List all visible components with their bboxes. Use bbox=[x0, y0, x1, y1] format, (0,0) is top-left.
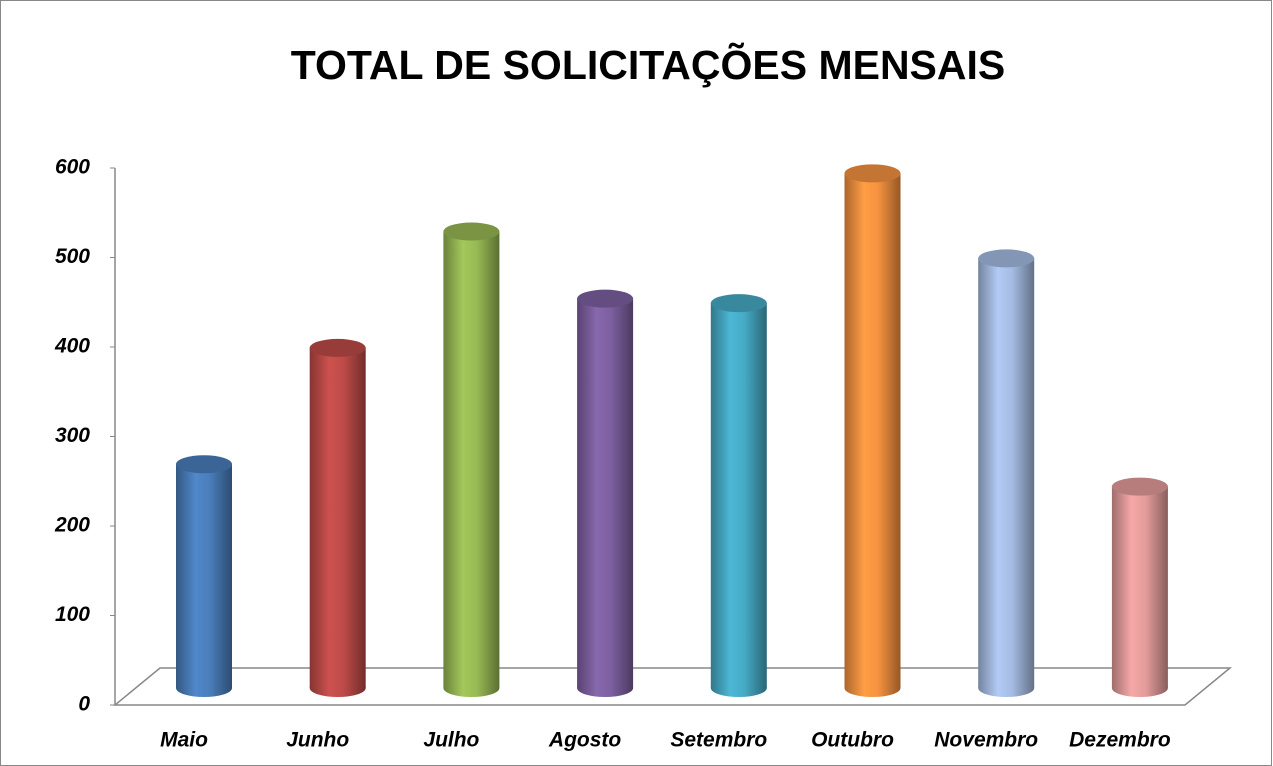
bar bbox=[176, 464, 232, 688]
y-tick-label: 300 bbox=[55, 424, 90, 447]
bar bbox=[978, 258, 1035, 688]
y-tick-label: 500 bbox=[55, 245, 90, 268]
x-tick-label: Julho bbox=[423, 729, 479, 752]
x-tick-label: Outubro bbox=[811, 729, 894, 752]
bar-top bbox=[844, 164, 901, 183]
bar-top bbox=[1111, 477, 1168, 496]
floor bbox=[112, 667, 1233, 706]
bar bbox=[844, 173, 901, 688]
x-tick-label: Novembro bbox=[934, 729, 1038, 752]
bar bbox=[577, 298, 634, 688]
bar-top bbox=[176, 455, 232, 474]
y-tick-label: 600 bbox=[55, 156, 90, 179]
x-tick-label: Setembro bbox=[670, 729, 767, 752]
chart-title: TOTAL DE SOLICITAÇÕES MENSAIS bbox=[291, 42, 1006, 88]
x-tick-label: Agosto bbox=[548, 729, 621, 752]
y-tick-label: 200 bbox=[54, 514, 90, 537]
bar bbox=[1111, 486, 1168, 688]
bar-top bbox=[577, 289, 634, 308]
bar bbox=[710, 303, 767, 688]
y-tick-label: 400 bbox=[54, 335, 90, 358]
y-tick-label: 100 bbox=[55, 603, 90, 626]
x-tick-label: Junho bbox=[286, 729, 349, 752]
bar bbox=[309, 347, 366, 688]
y-tick-label: 0 bbox=[78, 693, 90, 716]
bar-top bbox=[309, 338, 366, 357]
bar-top bbox=[710, 294, 767, 313]
x-tick-label: Maio bbox=[160, 729, 208, 752]
bar-top bbox=[978, 249, 1035, 268]
x-tick-label: Dezembro bbox=[1069, 729, 1171, 752]
bar bbox=[443, 231, 500, 689]
bar-top bbox=[443, 222, 500, 241]
